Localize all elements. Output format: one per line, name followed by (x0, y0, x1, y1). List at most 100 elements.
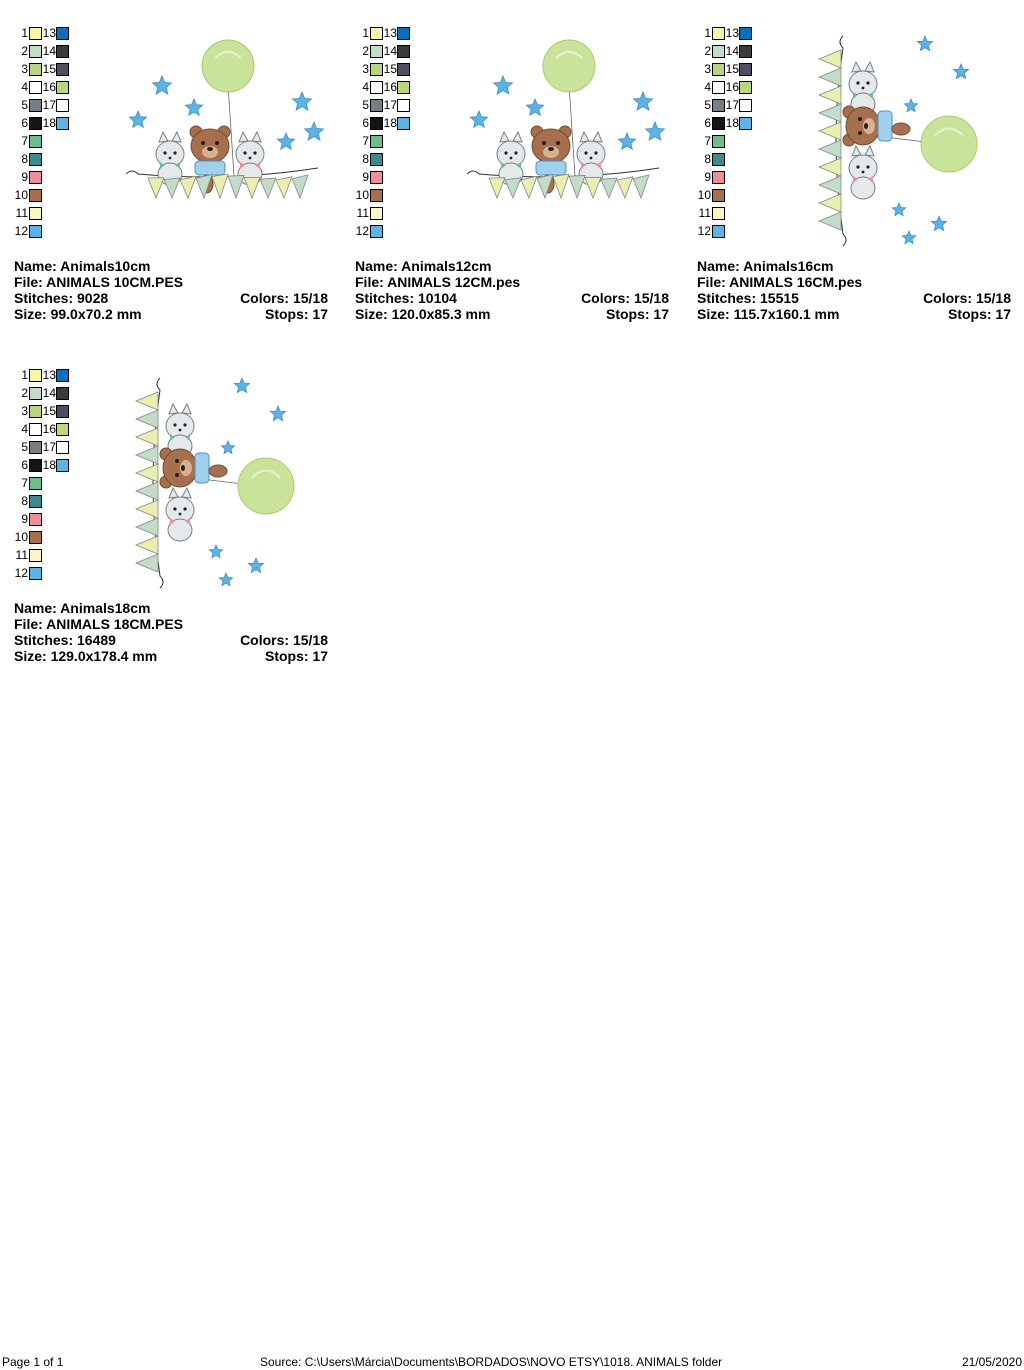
palette-swatch (29, 99, 42, 112)
bunting-flag (211, 173, 229, 200)
palette-number: 10 (355, 188, 369, 202)
bunting-flag (134, 535, 159, 555)
bunting-flag (259, 177, 277, 200)
palette-swatch (56, 405, 69, 418)
palette-number: 14 (42, 44, 56, 58)
bunting-flag (600, 177, 618, 200)
palette-number: 18 (42, 458, 56, 472)
palette-swatch (370, 135, 383, 148)
design-size: Size: 115.7x160.1 mm (697, 306, 840, 322)
star-icon (916, 34, 934, 52)
bunting-flag (195, 173, 213, 200)
design-stitches: Stitches: 15515 (697, 290, 799, 306)
bunting-flag (134, 481, 159, 501)
star-icon (247, 556, 265, 574)
palette-swatch (370, 189, 383, 202)
palette-swatch (370, 207, 383, 220)
design-size: Size: 99.0x70.2 mm (14, 306, 142, 322)
design-size: Size: 129.0x178.4 mm (14, 648, 158, 664)
star-icon (632, 90, 654, 111)
bear-figure (842, 105, 911, 147)
palette-number: 8 (21, 152, 28, 166)
bunting-flag (134, 409, 159, 429)
design-colors: Colors: 15/18 (581, 290, 669, 306)
palette-number: 2 (704, 44, 711, 58)
design-name: Name: Animals12cm (355, 258, 492, 274)
palette-swatch (56, 387, 69, 400)
bunting-flag (817, 175, 842, 195)
star-icon (891, 201, 907, 217)
palette-number: 8 (21, 494, 28, 508)
bunting-flag (817, 193, 842, 213)
palette-number: 2 (21, 386, 28, 400)
bunting-flag (243, 176, 261, 200)
palette-swatch (397, 99, 410, 112)
star-icon (617, 131, 637, 151)
palette-number: 17 (383, 98, 397, 112)
bunting-flag (134, 517, 159, 537)
palette-number: 15 (42, 62, 56, 76)
bunting-flag (817, 85, 842, 105)
palette-number: 6 (704, 116, 711, 130)
palette-swatch (29, 63, 42, 76)
bunting-flag (488, 177, 506, 200)
design-info: Name: Animals10cm File: ANIMALS 10CM.PES… (14, 258, 328, 322)
star-icon (218, 571, 234, 587)
palette-swatch (739, 27, 752, 40)
balloon-figure (237, 457, 295, 515)
palette-swatch (397, 63, 410, 76)
palette-swatch (56, 441, 69, 454)
palette-swatch (370, 45, 383, 58)
palette-swatch (397, 45, 410, 58)
palette-number: 2 (362, 44, 369, 58)
palette-number: 7 (21, 134, 28, 148)
bunting-flag (817, 49, 842, 69)
palette-number: 9 (362, 170, 369, 184)
palette-swatch (29, 117, 42, 130)
palette-number: 12 (697, 224, 711, 238)
palette-number: 16 (725, 80, 739, 94)
palette-number: 16 (42, 80, 56, 94)
star-icon (903, 97, 919, 113)
palette-number: 1 (21, 26, 28, 40)
palette-swatch (29, 567, 42, 580)
palette-swatch (56, 99, 69, 112)
design-preview-image (134, 376, 295, 589)
palette-swatch (712, 207, 725, 220)
palette-number: 11 (15, 548, 28, 562)
palette-swatch (56, 459, 69, 472)
palette-swatch (29, 135, 42, 148)
palette-swatch (370, 81, 383, 94)
bunting-flag (817, 211, 842, 231)
bunting-flag (817, 139, 842, 159)
palette-number: 13 (42, 26, 56, 40)
palette-swatch (29, 549, 42, 562)
design-stitches: Stitches: 9028 (14, 290, 109, 306)
palette-number: 5 (21, 440, 28, 454)
palette-number: 15 (725, 62, 739, 76)
star-icon (208, 543, 224, 559)
bunting-flag (536, 173, 554, 200)
palette-swatch (29, 189, 42, 202)
design-stops: Stops: 17 (605, 306, 669, 322)
design-info: Name: Animals18cm File: ANIMALS 18CM.PES… (14, 600, 328, 664)
palette-number: 7 (704, 134, 711, 148)
footer-source: Source: C:\Users\Márcia\Documents\BORDAD… (260, 1355, 723, 1369)
bunting-flag (227, 175, 245, 200)
star-icon (291, 90, 313, 111)
star-icon (644, 120, 666, 141)
star-icon (233, 376, 251, 394)
design-name: Name: Animals16cm (697, 258, 834, 274)
palette-number: 14 (383, 44, 397, 58)
palette-number: 18 (725, 116, 739, 130)
palette-number: 3 (21, 404, 28, 418)
design-file: File: ANIMALS 18CM.PES (14, 616, 184, 632)
star-icon (303, 120, 325, 141)
design-block-2: 1 2 3 4 5 6 7 8 9 10 (355, 26, 685, 356)
palette-number: 5 (704, 98, 711, 112)
palette-number: 13 (42, 368, 56, 382)
palette-number: 10 (14, 530, 28, 544)
palette-swatch (56, 27, 69, 40)
bunting-flag (616, 176, 634, 200)
palette-swatch (29, 171, 42, 184)
